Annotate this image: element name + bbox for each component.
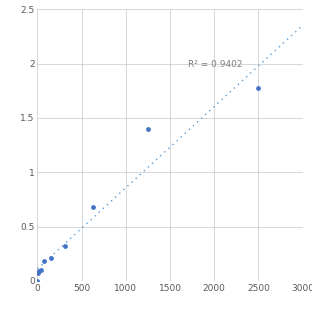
- Point: [145, 126, 150, 131]
- Point: [35, 278, 40, 283]
- Point: [38, 267, 43, 272]
- Point: [256, 85, 261, 90]
- Point: [90, 204, 95, 209]
- Text: R² = 0.9402: R² = 0.9402: [188, 60, 242, 69]
- Point: [37, 269, 42, 274]
- Point: [42, 259, 47, 264]
- Point: [49, 256, 54, 261]
- Point: [36, 271, 41, 276]
- Point: [63, 244, 68, 249]
